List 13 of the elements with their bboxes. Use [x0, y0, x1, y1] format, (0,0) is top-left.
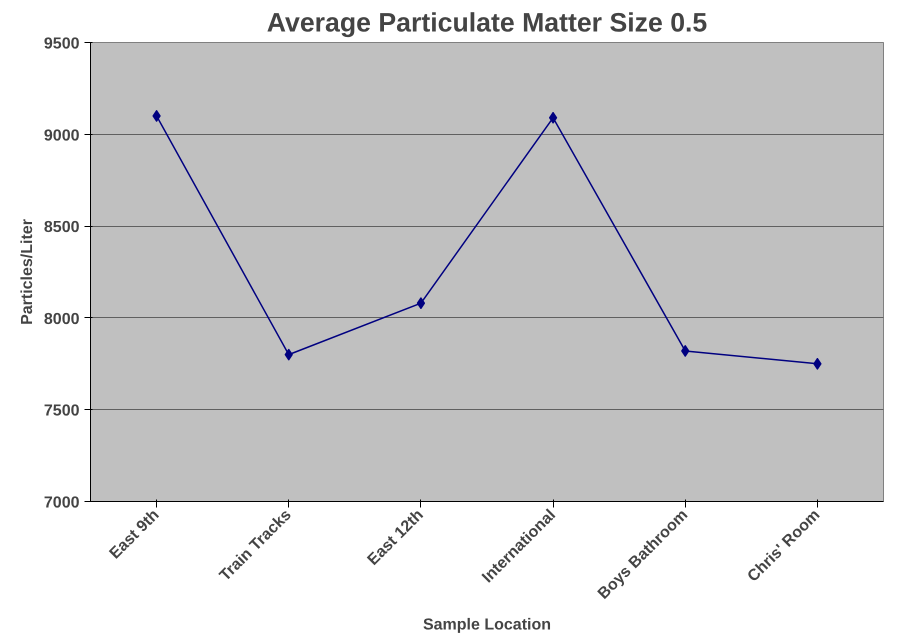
- y-axis-title: Particles/Liter: [18, 219, 36, 325]
- point: [152, 110, 161, 122]
- y-tick-label: 8500: [44, 219, 80, 236]
- chart-title: Average Particulate Matter Size 0.5: [266, 8, 708, 38]
- y-tick-label: 8000: [44, 310, 80, 328]
- point: [416, 297, 426, 310]
- y-tick-label: 7500: [44, 402, 80, 420]
- x-axis-title: Sample Location: [422, 616, 552, 634]
- y-tick-label: 9500: [44, 36, 80, 52]
- y-tick-label: 9000: [44, 127, 80, 144]
- y-tick-label: 7000: [44, 494, 80, 512]
- point: [813, 358, 822, 370]
- point: [548, 112, 558, 124]
